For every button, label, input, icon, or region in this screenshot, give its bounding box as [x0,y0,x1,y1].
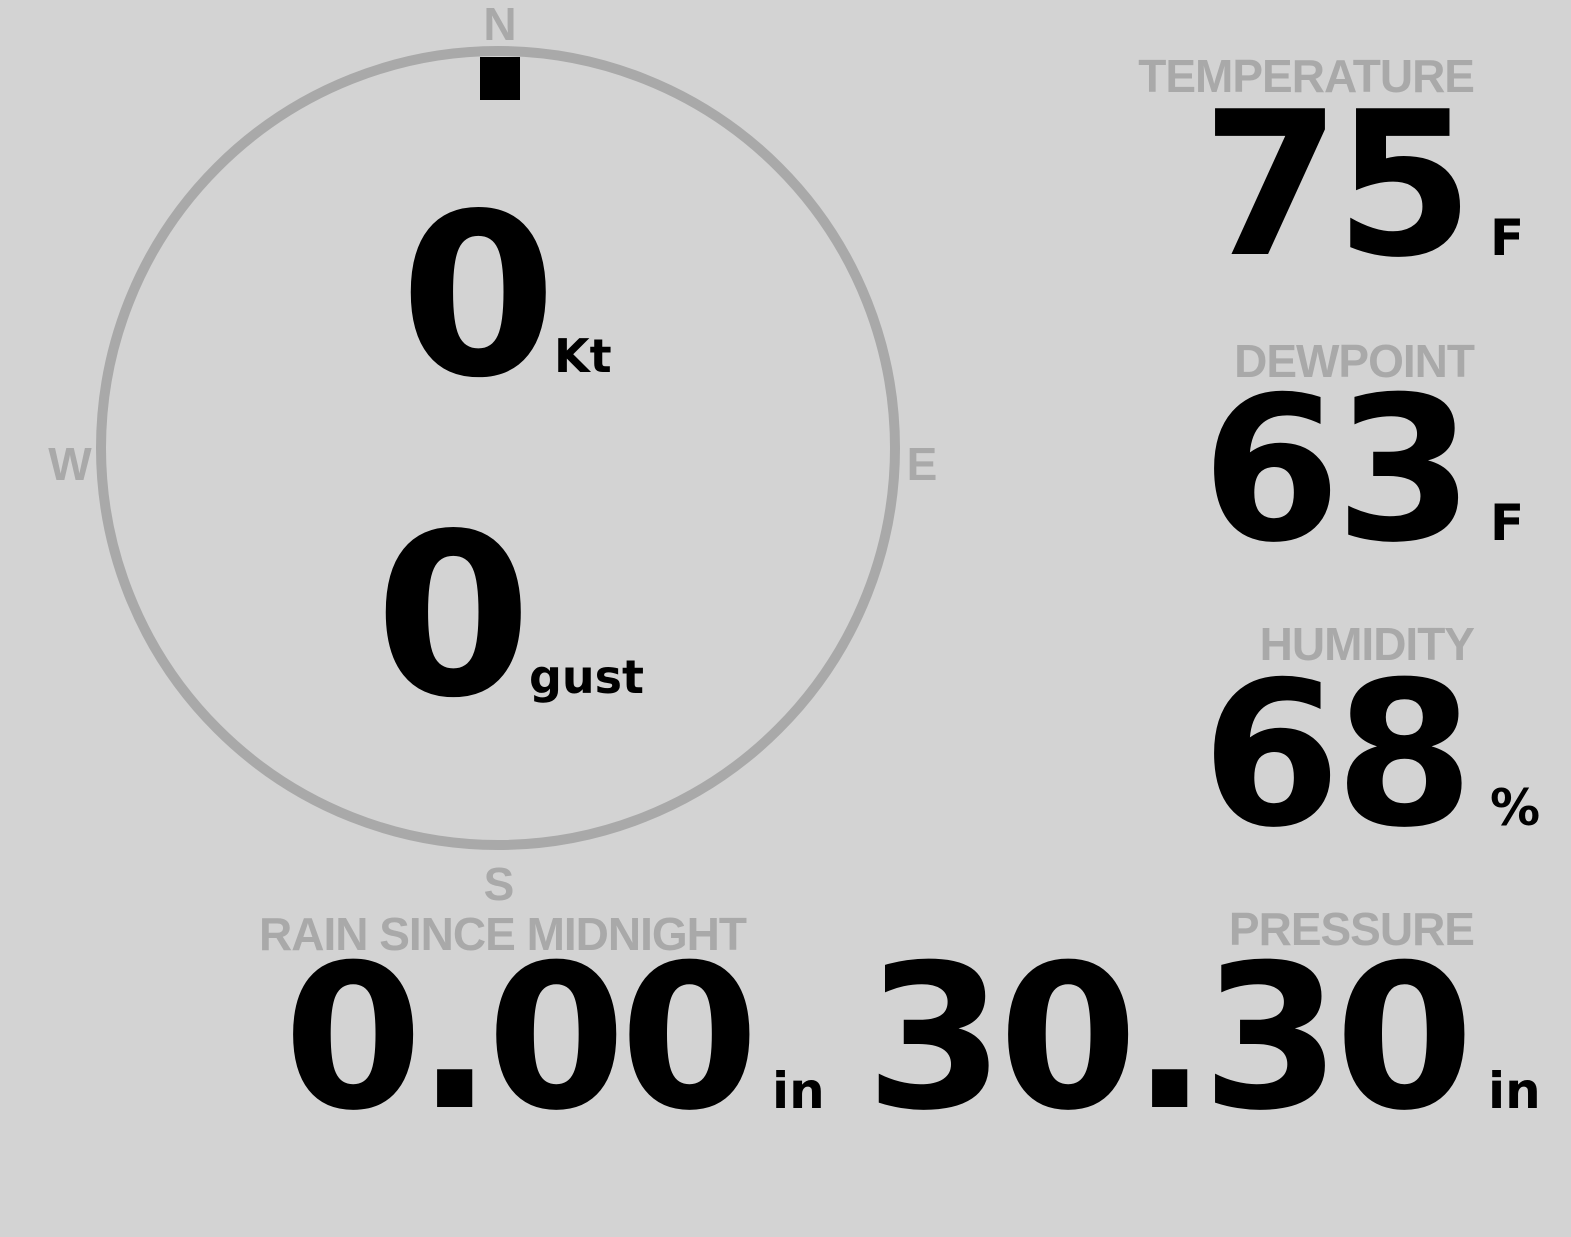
dewpoint-label: DEWPOINT [1234,335,1475,387]
compass-north-label: N [483,0,517,50]
compass-west-label: W [48,438,92,490]
humidity-unit: % [1490,779,1541,837]
temperature-label: TEMPERATURE [1138,50,1475,102]
wind-direction-marker [480,57,520,100]
wind-compass [96,46,900,850]
temperature-value: 75 [1201,69,1474,302]
pressure-value: 30.30 [865,922,1474,1155]
compass-east-label: E [906,438,938,490]
wind-speed-unit: Kt [554,329,612,383]
rain-label: RAIN SINCE MIDNIGHT [259,908,747,960]
pressure-label: PRESSURE [1228,903,1475,955]
dewpoint-value: 63 [1201,354,1474,587]
compass-south-label: S [483,858,515,910]
temperature-unit: F [1490,209,1525,267]
humidity-label: HUMIDITY [1259,618,1475,670]
dewpoint-unit: F [1490,494,1525,552]
gust-value: 0 [375,486,532,748]
humidity-value: 68 [1201,639,1474,872]
compass-ring [96,46,900,850]
rain-unit: in [772,1062,825,1120]
pressure-unit: in [1488,1062,1541,1120]
wind-speed-value: 0 [400,166,557,428]
gust-unit: gust [529,650,645,704]
rain-value: 0.00 [283,922,759,1155]
